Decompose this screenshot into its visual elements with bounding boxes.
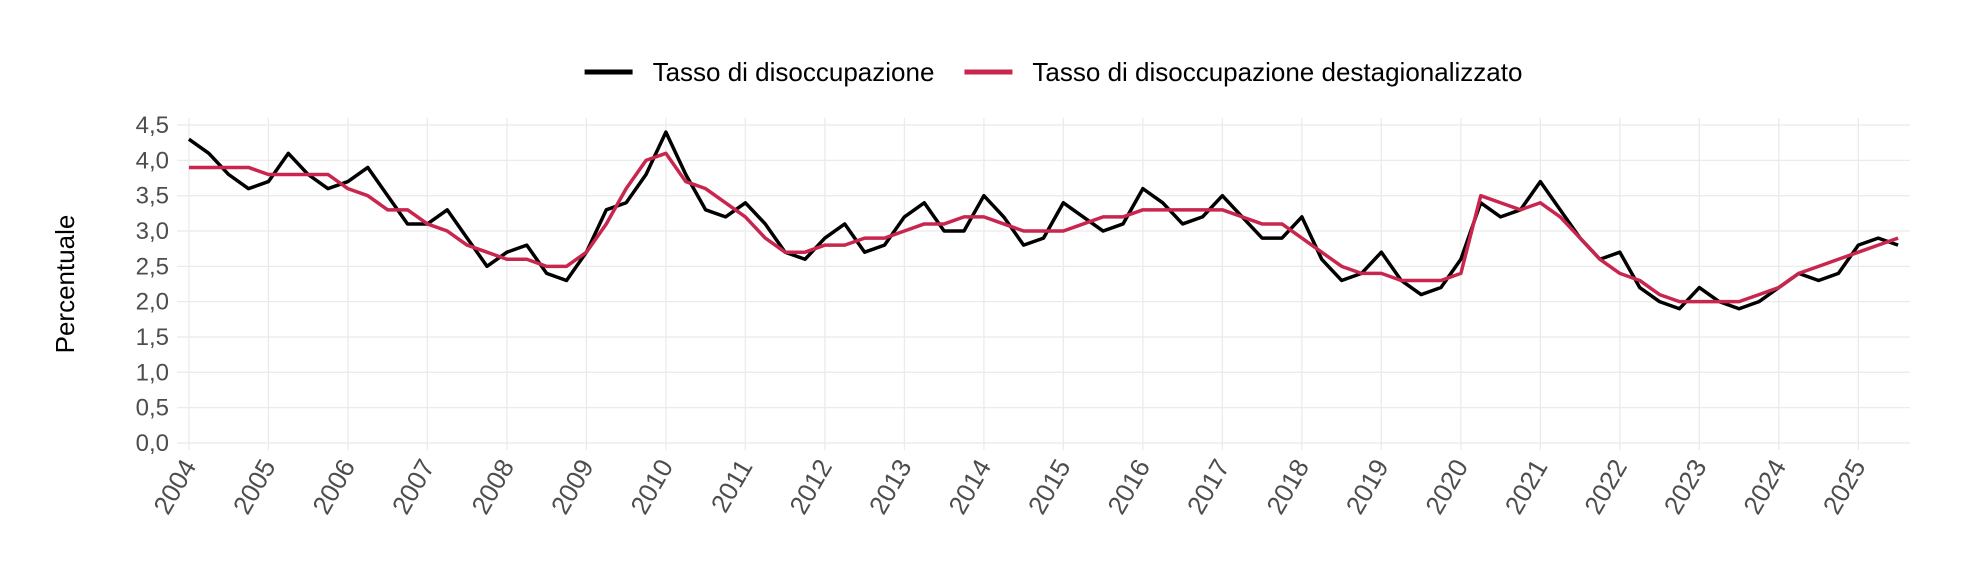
x-tick-label: 2008 (465, 454, 520, 519)
x-tick-label: 2023 (1658, 454, 1713, 519)
x-tick-label: 2006 (306, 454, 361, 519)
x-tick-label: 2014 (942, 454, 997, 519)
x-tick-label: 2005 (227, 454, 282, 519)
x-tick-label: 2018 (1260, 454, 1315, 519)
y-tick-label: 4,5 (136, 112, 169, 139)
y-axis-label: Percentuale (50, 215, 80, 354)
x-tick-label: 2022 (1578, 454, 1633, 519)
x-tick-label: 2024 (1737, 454, 1792, 519)
x-tick-label: 2015 (1022, 454, 1077, 519)
y-tick-label: 0,5 (136, 395, 169, 422)
x-tick-label: 2019 (1340, 454, 1395, 519)
x-tick-label: 2016 (1101, 454, 1156, 519)
x-tick-label: 2010 (624, 454, 679, 519)
y-tick-label: 3,5 (136, 183, 169, 210)
x-tick-label: 2009 (545, 454, 600, 519)
y-tick-label: 1,5 (136, 324, 169, 351)
y-tick-label: 2,5 (136, 253, 169, 280)
x-tick-label: 2011 (705, 454, 759, 517)
x-tick-label: 2020 (1419, 454, 1474, 519)
x-tick-label: 2007 (386, 454, 441, 519)
series-line (188, 151, 1899, 304)
y-tick-label: 2,0 (136, 289, 169, 316)
y-tick-label: 0,0 (136, 430, 169, 457)
x-tick-label: 2012 (783, 454, 838, 519)
legend-label: Tasso di disoccupazione destagionalizzat… (1032, 57, 1522, 87)
y-tick-label: 3,0 (136, 218, 169, 245)
y-tick-label: 4,0 (136, 147, 169, 174)
x-tick-label: 2004 (147, 454, 202, 519)
x-tick-label: 2025 (1817, 454, 1872, 519)
legend-label: Tasso di disoccupazione (653, 57, 935, 87)
x-tick-label: 2021 (1499, 454, 1554, 519)
x-tick-label: 2013 (863, 454, 918, 519)
x-tick-label: 2017 (1181, 454, 1236, 519)
y-tick-label: 1,0 (136, 359, 169, 386)
